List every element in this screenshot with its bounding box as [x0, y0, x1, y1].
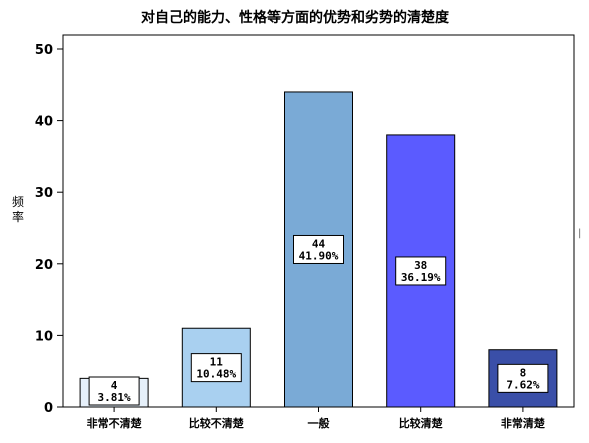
x-axis: 非常不清楚 比较不清楚 一般 比较清楚 非常清楚 — [87, 407, 546, 430]
x-category-label: 非常不清楚 — [87, 416, 143, 430]
chart-title: 对自己的能力、性格等方面的优势和劣势的清楚度 — [141, 9, 450, 26]
y-tick-label: 10 — [35, 329, 53, 344]
data-label-box — [88, 376, 140, 406]
y-axis-title: 频率 — [12, 195, 24, 224]
data-label-count: 8 — [520, 366, 527, 379]
y-axis: 0 10 20 30 40 50 — [35, 43, 63, 416]
data-label-box — [395, 256, 447, 286]
data-label-box — [190, 353, 242, 383]
y-tick-label: 0 — [44, 401, 53, 416]
data-label-count: 38 — [414, 259, 427, 272]
data-label-count: 44 — [312, 237, 326, 250]
y-tick-label: 50 — [35, 43, 53, 58]
data-label-box — [293, 234, 344, 264]
data-label-percent: 36.19% — [401, 271, 441, 284]
x-category-label: 非常清楚 — [501, 416, 546, 430]
edge-marker: | — [578, 228, 581, 239]
data-label-box — [497, 363, 549, 393]
x-category-label: 一般 — [308, 416, 330, 430]
x-category-label: 比较不清楚 — [189, 416, 245, 430]
data-label-count: 4 — [111, 379, 118, 392]
data-label-count: 11 — [210, 356, 224, 369]
data-label-percent: 10.48% — [196, 368, 236, 381]
data-label-percent: 7.62% — [506, 378, 539, 391]
y-tick-label: 20 — [35, 258, 53, 273]
y-tick-label: 30 — [35, 186, 53, 201]
x-category-label: 比较清楚 — [399, 416, 444, 430]
y-tick-label: 40 — [35, 115, 53, 130]
data-label-percent: 3.81% — [98, 391, 131, 404]
data-label-percent: 41.90% — [299, 249, 339, 262]
